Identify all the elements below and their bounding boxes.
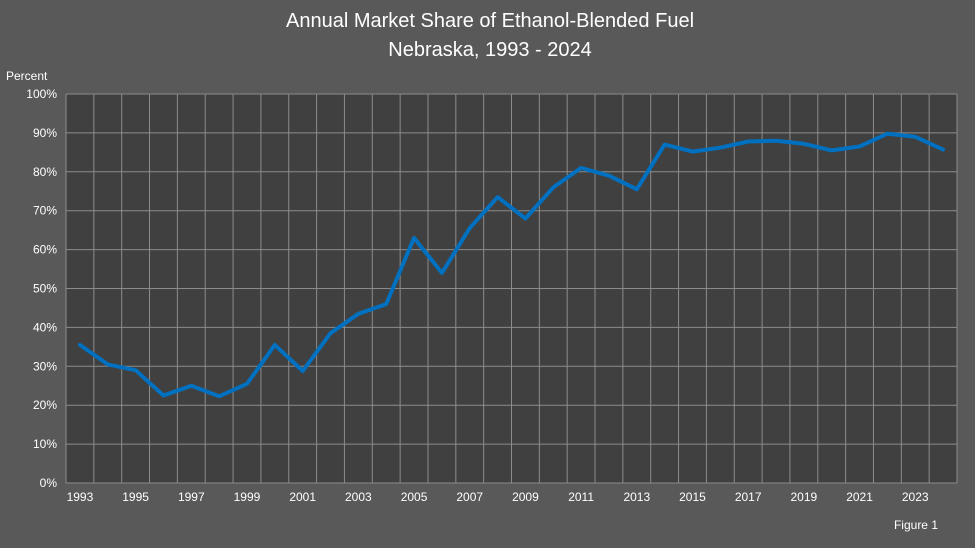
y-tick-label: 90% [33, 126, 57, 140]
series-line-0 [77, 131, 946, 399]
y-axis-label: Percent [6, 69, 48, 83]
y-tick-label: 60% [33, 243, 57, 257]
x-tick-label: 2001 [289, 490, 316, 504]
x-tick-label: 2019 [791, 490, 818, 504]
y-tick-label: 80% [33, 165, 57, 179]
series-lines [77, 131, 946, 399]
y-tick-label: 100% [26, 87, 57, 101]
x-tick-label: 1999 [234, 490, 261, 504]
x-tick-label: 2009 [512, 490, 539, 504]
y-tick-label: 30% [33, 359, 57, 373]
y-tick-label: 20% [33, 398, 57, 412]
x-tick-label: 2023 [902, 490, 929, 504]
x-tick-label: 2021 [846, 490, 873, 504]
y-axis-ticks: 0% 10% 20% 30% 40% 50% 60% 70% 80% 90% 100% [26, 87, 57, 490]
y-tick-label: 10% [33, 437, 57, 451]
x-tick-label: 2011 [568, 490, 594, 504]
y-tick-label: 0% [40, 476, 58, 490]
x-axis-ticks: 1993 1995 1997 1999 2001 2003 2005 2007 2009 2011… [67, 490, 929, 504]
x-tick-label: 2007 [456, 490, 483, 504]
figure-label: Figure 1 [894, 518, 938, 532]
x-tick-label: 1995 [122, 490, 149, 504]
x-tick-label: 2015 [679, 490, 706, 504]
x-tick-label: 2003 [345, 490, 372, 504]
gridlines [65, 93, 958, 484]
x-tick-label: 2013 [623, 490, 650, 504]
y-tick-label: 70% [33, 204, 57, 218]
y-tick-label: 40% [33, 320, 57, 334]
x-tick-label: 1993 [67, 490, 94, 504]
chart-subtitle: Nebraska, 1993 - 2024 [388, 39, 591, 61]
y-tick-label: 50% [33, 282, 57, 296]
chart-title: Annual Market Share of Ethanol-Blended F… [286, 10, 694, 32]
x-tick-label: 1997 [178, 490, 205, 504]
x-tick-label: 2017 [735, 490, 762, 504]
x-tick-label: 2005 [401, 490, 428, 504]
